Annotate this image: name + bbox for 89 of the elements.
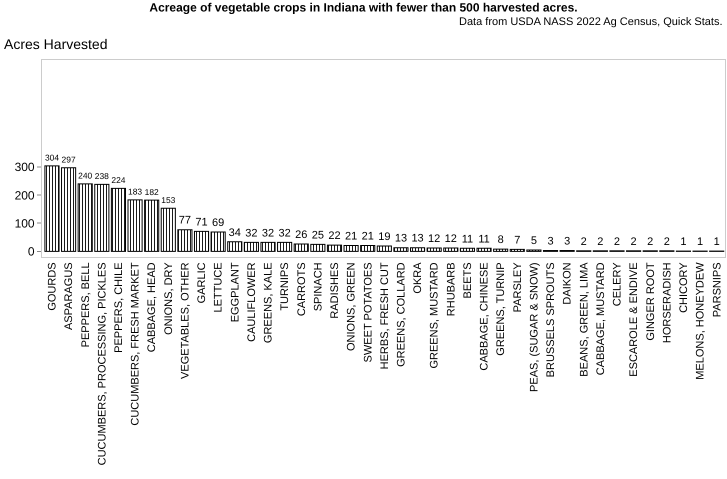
data-label: 32 xyxy=(262,227,274,240)
data-label: 13 xyxy=(411,232,424,245)
data-label: 2 xyxy=(614,236,620,248)
x-tick-label: BEANS, GREEN, LIMA xyxy=(578,262,590,377)
data-label: 25 xyxy=(312,229,324,242)
x-tick-label: EGGPLANT xyxy=(229,262,242,322)
x-tick-label: TURNIPS xyxy=(279,262,292,311)
x-tick-label: GOURDS xyxy=(46,262,59,311)
x-tick-label: GREENS, MUSTARD xyxy=(428,262,441,369)
data-label: 11 xyxy=(478,233,490,246)
data-label: 12 xyxy=(428,232,440,245)
data-label: 32 xyxy=(278,227,291,240)
y-axis-title: Acres Harvested xyxy=(4,36,108,52)
data-label: 240 xyxy=(78,170,93,181)
data-label: 3 xyxy=(547,236,554,248)
x-tick-label: OKRA xyxy=(412,262,424,294)
data-label: 2 xyxy=(580,236,587,248)
data-label: 1 xyxy=(714,236,720,248)
x-tick-label: GREENS, COLLARD xyxy=(396,262,408,367)
data-label: 304 xyxy=(44,152,60,163)
x-tick-label: CUCUMBERS, FRESH MARKET xyxy=(130,262,142,426)
x-tick-label: PARSNIPS xyxy=(711,262,724,318)
x-tick-label: DAIKON xyxy=(562,262,574,305)
x-tick-label: CELERY xyxy=(612,262,624,306)
x-tick-label: HORSERADISH xyxy=(661,262,674,344)
x-tick-label: CABBAGE, MUSTARD xyxy=(594,262,607,376)
data-label: 2 xyxy=(630,236,637,248)
x-tick-label: CABBAGE, HEAD xyxy=(146,262,158,352)
y-tick-label: 300 xyxy=(14,160,35,174)
x-tick-label: ONIONS, GREEN xyxy=(346,262,358,352)
x-tick-label: CABBAGE, CHINESE xyxy=(478,262,491,371)
data-label: 11 xyxy=(462,233,474,246)
x-tick-label: LETTUCE xyxy=(212,262,225,313)
data-label: 2 xyxy=(647,236,654,248)
x-tick-label: HERBS, FRESH CUT xyxy=(378,262,391,370)
data-label: 32 xyxy=(245,227,258,240)
data-label: 21 xyxy=(344,230,358,242)
x-tick-label: PEAS, (SUGAR & SNOW) xyxy=(528,262,540,392)
x-tick-label: PEPPERS, CHILE xyxy=(113,262,126,353)
x-tick-label: BEETS xyxy=(462,262,474,298)
data-label: 26 xyxy=(295,229,308,242)
x-tick-label: SPINACH xyxy=(312,262,324,312)
chart-subtitle: Data from USDA NASS 2022 Ag Census, Quick Stats. xyxy=(459,16,723,28)
y-tick-label: 200 xyxy=(14,188,35,202)
data-label: 34 xyxy=(228,226,241,239)
x-tick-label: CAULIFLOWER xyxy=(246,262,258,342)
data-label: 183 xyxy=(128,186,142,197)
x-tick-label: BRUSSELS SPROUTS xyxy=(545,262,558,378)
data-label: 8 xyxy=(498,234,504,246)
data-label: 2 xyxy=(664,236,670,248)
data-label: 77 xyxy=(178,214,192,227)
x-tick-label: ONIONS, DRY xyxy=(162,262,175,335)
data-label: 153 xyxy=(161,195,176,205)
data-label: 21 xyxy=(362,230,374,242)
x-tick-label: ESCAROLE & ENDIVE xyxy=(628,262,640,377)
y-tick-label: 100 xyxy=(14,216,35,230)
x-tick-label: GARLIC xyxy=(196,262,208,304)
data-label: 238 xyxy=(94,171,110,182)
x-tick-label: RHUBARB xyxy=(445,262,458,316)
data-label: 71 xyxy=(195,216,208,228)
data-label: 12 xyxy=(444,232,457,245)
x-tick-label: RADISHES xyxy=(329,262,342,319)
x-tick-label: GINGER ROOT xyxy=(644,262,657,341)
y-tick-label: 0 xyxy=(28,244,35,259)
data-label: 2 xyxy=(597,236,604,248)
chart-title: Acreage of vegetable crops in Indiana with fewer than 500 harvested acres. xyxy=(149,0,578,14)
x-tick-label: VEGETABLES, OTHER xyxy=(179,262,192,379)
data-label: 182 xyxy=(144,186,160,197)
data-label: 7 xyxy=(514,234,520,246)
x-tick-label: CHICORY xyxy=(678,262,690,313)
data-label: 1 xyxy=(680,236,687,248)
data-label: 224 xyxy=(111,175,126,186)
x-tick-label: CUCUMBERS, PROCESSING, PICKLES xyxy=(96,262,108,466)
data-label: 69 xyxy=(212,216,224,229)
x-tick-label: CARROTS xyxy=(296,262,308,316)
x-tick-label: SWEET POTATOES xyxy=(362,262,374,362)
data-label: 19 xyxy=(378,231,390,244)
x-tick-label: GREENS, TURNIP xyxy=(495,262,508,356)
data-label: 5 xyxy=(530,234,537,247)
data-label: 13 xyxy=(394,232,408,245)
x-tick-label: GREENS, KALE xyxy=(262,262,275,344)
x-tick-label: PARSLEY xyxy=(512,262,524,312)
data-label: 22 xyxy=(328,230,341,242)
data-label: 297 xyxy=(62,154,76,164)
x-tick-label: PEPPERS, BELL xyxy=(80,262,92,348)
data-label: 1 xyxy=(697,236,704,248)
data-label: 3 xyxy=(564,236,570,248)
x-tick-label: MELONS, HONEYDEW xyxy=(694,262,707,380)
x-tick-label: ASPARAGUS xyxy=(63,262,76,330)
